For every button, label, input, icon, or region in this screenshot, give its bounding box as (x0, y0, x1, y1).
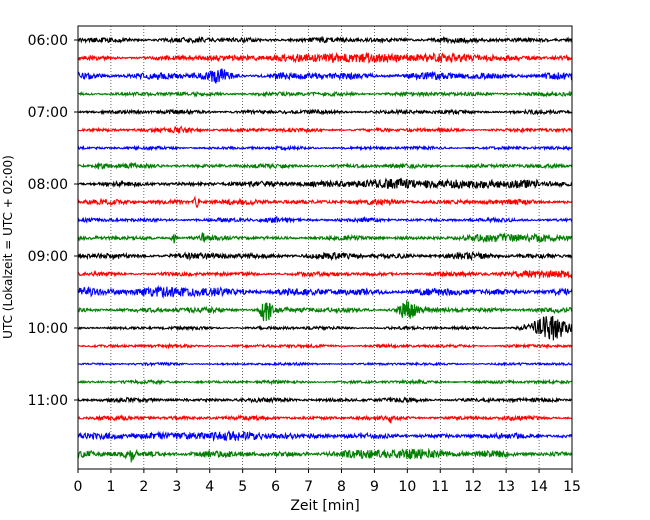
x-tick-label: 14 (530, 479, 548, 495)
trace-0930 (77, 284, 573, 299)
x-tick-label: 6 (271, 479, 280, 495)
x-tick-label: 7 (304, 479, 313, 495)
x-tick-label: 8 (337, 479, 346, 495)
trace-0630 (77, 68, 573, 85)
x-tick-label: 2 (139, 479, 148, 495)
x-tick-label: 11 (431, 479, 449, 495)
y-tick-label: 07:00 (28, 105, 68, 121)
x-tick-label: 0 (74, 479, 83, 495)
x-tick-label: 10 (398, 479, 416, 495)
x-tick-label: 5 (238, 479, 247, 495)
trace-0915 (77, 269, 573, 280)
x-tick-label: 4 (205, 479, 214, 495)
x-axis: 0 1 2 3 4 5 6 7 8 9 10 11 12 13 14 15 (74, 469, 581, 495)
x-tick-label: 12 (464, 479, 482, 495)
x-tick-label: 1 (106, 479, 115, 495)
trace-1100 (77, 396, 573, 404)
trace-group (77, 35, 573, 463)
trace-1145 (77, 447, 573, 463)
trace-0645 (77, 90, 573, 98)
y-tick-label: 06:00 (28, 33, 68, 49)
trace-1000 (77, 315, 573, 341)
x-axis-label: Zeit [min] (290, 498, 359, 514)
trace-0830 (77, 215, 573, 224)
plot-background (78, 26, 572, 469)
y-tick-label: 09:00 (28, 249, 68, 265)
y-tick-label: 10:00 (28, 321, 68, 337)
trace-0800 (77, 177, 573, 190)
y-tick-label: 08:00 (28, 177, 68, 193)
trace-0745 (77, 161, 573, 170)
x-tick-label: 3 (172, 479, 181, 495)
trace-1045 (77, 378, 573, 386)
trace-1130 (77, 429, 573, 442)
trace-1015 (77, 342, 573, 350)
x-tick-label: 15 (563, 479, 581, 495)
trace-0900 (77, 250, 573, 262)
trace-0600 (77, 35, 573, 45)
trace-0845 (77, 232, 573, 244)
grid-lines (110, 26, 540, 469)
x-tick-label: 9 (370, 479, 379, 495)
trace-0615 (77, 51, 573, 64)
trace-0700 (77, 108, 573, 116)
trace-1115 (77, 414, 573, 424)
y-tick-label: 11:00 (28, 393, 68, 409)
y-axis-label: UTC (Lokalzeit = UTC + 02:00) (1, 155, 15, 339)
trace-1030 (77, 361, 573, 368)
trace-0730 (77, 144, 573, 152)
trace-0945 (77, 300, 573, 322)
trace-0815 (77, 195, 573, 209)
trace-0715 (77, 125, 573, 135)
y-axis: 06:00 07:00 08:00 09:00 10:00 11:00 (28, 33, 78, 409)
plot-frame (77, 25, 573, 470)
x-tick-label: 13 (497, 479, 515, 495)
